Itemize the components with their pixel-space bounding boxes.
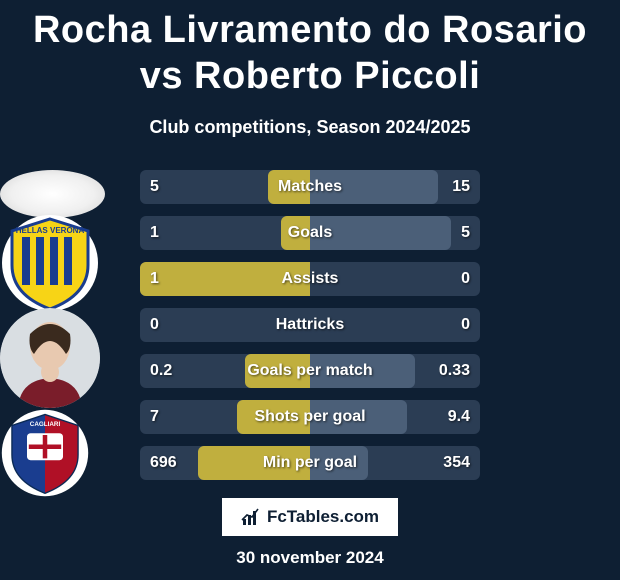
- stat-value-left: 7: [150, 400, 159, 434]
- stat-value-left: 5: [150, 170, 159, 204]
- stat-row: Min per goal696354: [140, 446, 480, 480]
- hellas-verona-crest-icon: HELLAS VERONA: [0, 213, 100, 313]
- subtitle: Club competitions, Season 2024/2025: [0, 117, 620, 138]
- stat-bars-container: Matches515Goals15Assists10Hattricks00Goa…: [140, 170, 480, 492]
- stat-row: Assists10: [140, 262, 480, 296]
- stat-value-right: 0: [461, 308, 470, 342]
- chart-icon: [241, 507, 261, 527]
- stat-row: Matches515: [140, 170, 480, 204]
- site-badge: FcTables.com: [220, 496, 400, 538]
- stat-value-right: 0.33: [439, 354, 470, 388]
- stat-value-right: 354: [443, 446, 470, 480]
- svg-text:CAGLIARI: CAGLIARI: [30, 421, 61, 428]
- stat-row: Shots per goal79.4: [140, 400, 480, 434]
- player-right-avatar: [0, 308, 100, 408]
- stat-value-right: 15: [452, 170, 470, 204]
- stat-value-right: 9.4: [448, 400, 470, 434]
- stat-row: Hattricks00: [140, 308, 480, 342]
- svg-text:HELLAS VERONA: HELLAS VERONA: [16, 226, 85, 235]
- club-crest-left: HELLAS VERONA: [0, 218, 100, 308]
- stats-area: Matches515Goals15Assists10Hattricks00Goa…: [0, 170, 620, 480]
- club-crest-right: CAGLIARI: [0, 408, 90, 498]
- stat-value-right: 5: [461, 216, 470, 250]
- site-name: FcTables.com: [267, 507, 379, 527]
- stat-row: Goals15: [140, 216, 480, 250]
- stat-value-left: 0: [150, 308, 159, 342]
- stat-value-left: 1: [150, 262, 159, 296]
- stat-value-left: 696: [150, 446, 177, 480]
- page-title: Rocha Livramento do Rosario vs Roberto P…: [0, 0, 620, 99]
- cagliari-crest-icon: CAGLIARI: [0, 408, 90, 498]
- player-left-avatar: [0, 170, 105, 218]
- stat-row: Goals per match0.20.33: [140, 354, 480, 388]
- footer-date: 30 november 2024: [0, 548, 620, 568]
- stat-value-left: 0.2: [150, 354, 172, 388]
- stat-value-right: 0: [461, 262, 470, 296]
- stat-value-left: 1: [150, 216, 159, 250]
